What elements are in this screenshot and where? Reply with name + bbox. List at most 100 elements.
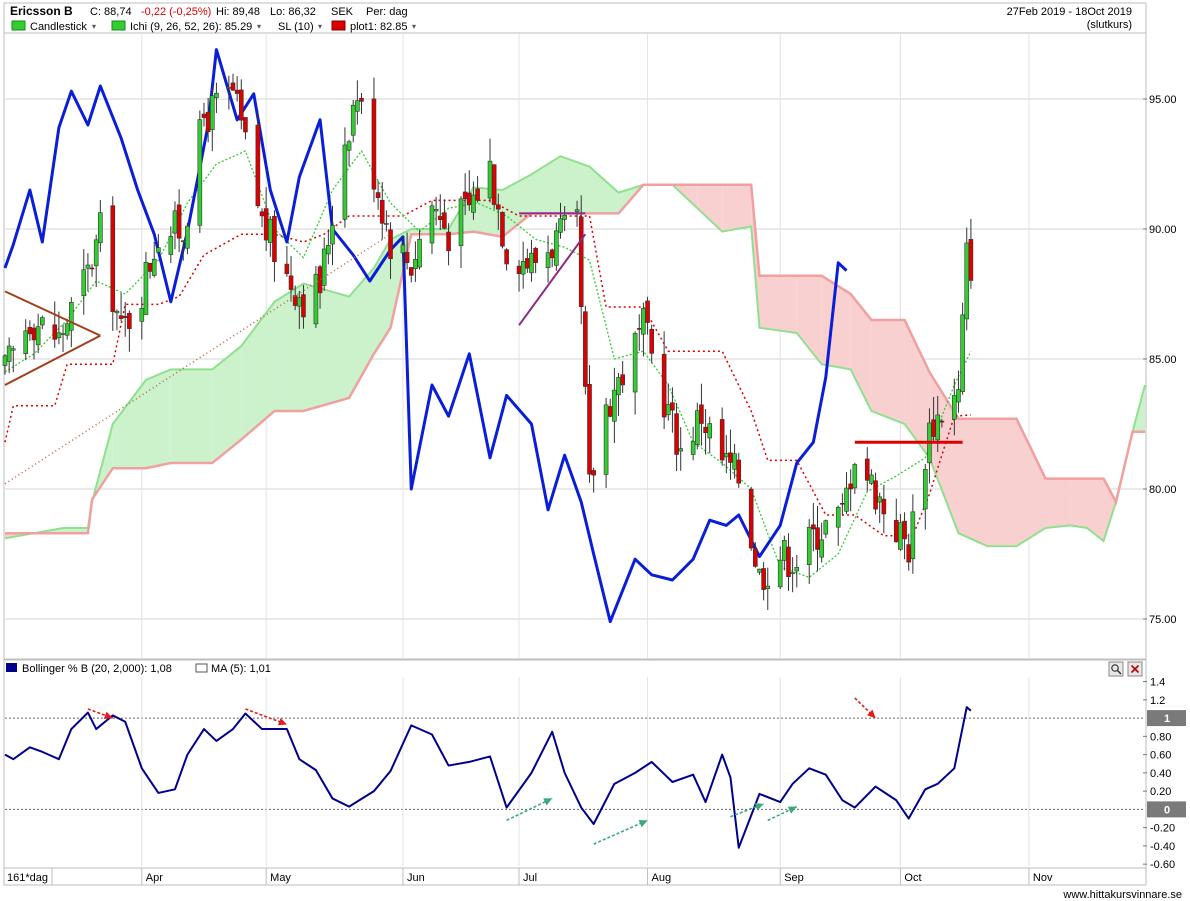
candle-body <box>85 264 91 269</box>
candle-body <box>98 212 103 244</box>
candle-body <box>197 119 203 226</box>
chevron-down-icon[interactable]: ▾ <box>412 22 416 31</box>
candle-body <box>429 205 435 244</box>
candle-body <box>413 258 418 269</box>
candle <box>6 337 12 374</box>
candle <box>500 211 505 249</box>
candle-body <box>40 317 45 326</box>
ichimoku-cloud <box>4 155 1146 548</box>
candle <box>632 331 638 415</box>
bollinger-plot-area <box>3 659 1147 869</box>
candle <box>952 378 957 436</box>
candle-body <box>301 294 306 318</box>
candle <box>388 222 393 280</box>
close-icon[interactable] <box>1127 661 1143 677</box>
candle-body <box>238 89 244 121</box>
legend-ichimoku[interactable]: Ichi (9, 26, 52, 26): 85.29 ▾ <box>111 20 261 33</box>
currency-label: SEK <box>331 6 354 18</box>
candle-body <box>968 239 974 281</box>
legend-candlestick[interactable]: Candlestick ▾ <box>11 20 96 33</box>
candle <box>504 248 509 271</box>
candle <box>408 267 414 283</box>
candle <box>694 402 700 450</box>
candle-body <box>60 333 66 335</box>
legend-label-bollinger: Bollinger % B (20, 2,000): 1,08 <box>22 663 172 675</box>
candle-body <box>388 229 393 259</box>
chevron-down-icon[interactable]: ▾ <box>318 22 322 31</box>
candle-body <box>786 546 791 578</box>
candle <box>811 503 816 552</box>
cloud-segment <box>274 283 304 411</box>
candle-body <box>437 216 443 221</box>
price-tick-label: 90.00 <box>1149 224 1177 236</box>
candle <box>176 189 182 253</box>
candle <box>674 403 679 472</box>
pennant-top <box>4 290 101 337</box>
candle <box>496 193 501 231</box>
cloud-segment <box>929 372 959 534</box>
candle <box>471 181 476 220</box>
candle-body <box>877 496 882 503</box>
candle-body <box>442 212 447 229</box>
candle-body <box>143 262 149 315</box>
arrow-head <box>787 806 797 814</box>
candle-body <box>417 238 422 268</box>
candle <box>127 310 132 352</box>
zoom-icon[interactable] <box>1108 661 1124 677</box>
x-axis-label: Jun <box>407 872 425 884</box>
candle-body <box>603 404 609 475</box>
candle <box>777 546 783 590</box>
candlesticks <box>2 73 974 610</box>
candle <box>819 522 824 563</box>
bollinger-y-axis: -0.60 -0.40 -0.20 0 0.20 0.40 0.60 0.80 1 1.2 1.4 <box>1143 677 1186 871</box>
legend-stoploss[interactable]: SL (10) ▾ <box>278 21 322 33</box>
pennant-bottom <box>4 334 101 386</box>
candle <box>554 222 559 271</box>
candle-body <box>661 353 667 418</box>
candle-body <box>616 377 621 396</box>
candle-body <box>964 242 970 320</box>
candle-body <box>259 211 265 217</box>
candle <box>661 331 667 430</box>
candle-body <box>707 423 713 439</box>
chevron-down-icon[interactable]: ▾ <box>257 22 261 31</box>
candle <box>583 305 588 395</box>
chevron-down-icon[interactable]: ▾ <box>92 22 96 31</box>
candle-body <box>313 273 319 325</box>
candle-body <box>578 216 584 307</box>
price-panel: 75.00 80.00 85.00 90.00 95.00 <box>2 32 1177 660</box>
candle-body <box>645 300 650 323</box>
candle-body <box>118 315 124 319</box>
candle-body <box>93 239 99 267</box>
candle-body <box>359 97 364 102</box>
candle <box>529 239 534 282</box>
candle <box>143 251 149 315</box>
candle-body <box>458 198 464 247</box>
candle <box>400 235 406 272</box>
candle <box>429 201 435 255</box>
legend-plot1[interactable]: plot1: 82.85 ▾ <box>331 20 416 33</box>
candle-body <box>31 327 37 341</box>
candle-body <box>782 540 787 561</box>
candle <box>35 313 41 354</box>
candle <box>649 324 654 364</box>
candle-body <box>848 483 853 490</box>
candle <box>806 519 812 584</box>
cloud-segment <box>560 156 590 214</box>
candle <box>355 80 360 125</box>
legend-swatch-plot1 <box>331 20 346 31</box>
candle-body <box>214 92 219 99</box>
bollinger-tick-label: 0.40 <box>1150 768 1171 780</box>
candle <box>384 210 389 232</box>
candle <box>881 484 887 534</box>
cloud-segment <box>796 275 822 365</box>
candle <box>313 265 319 328</box>
candle-body <box>636 328 642 330</box>
candle-body <box>819 539 824 558</box>
candle-body <box>719 419 725 461</box>
candle <box>645 296 650 335</box>
candle-body <box>168 236 174 255</box>
candle <box>371 77 377 203</box>
candle-body <box>641 308 646 335</box>
candle-body <box>922 469 928 510</box>
